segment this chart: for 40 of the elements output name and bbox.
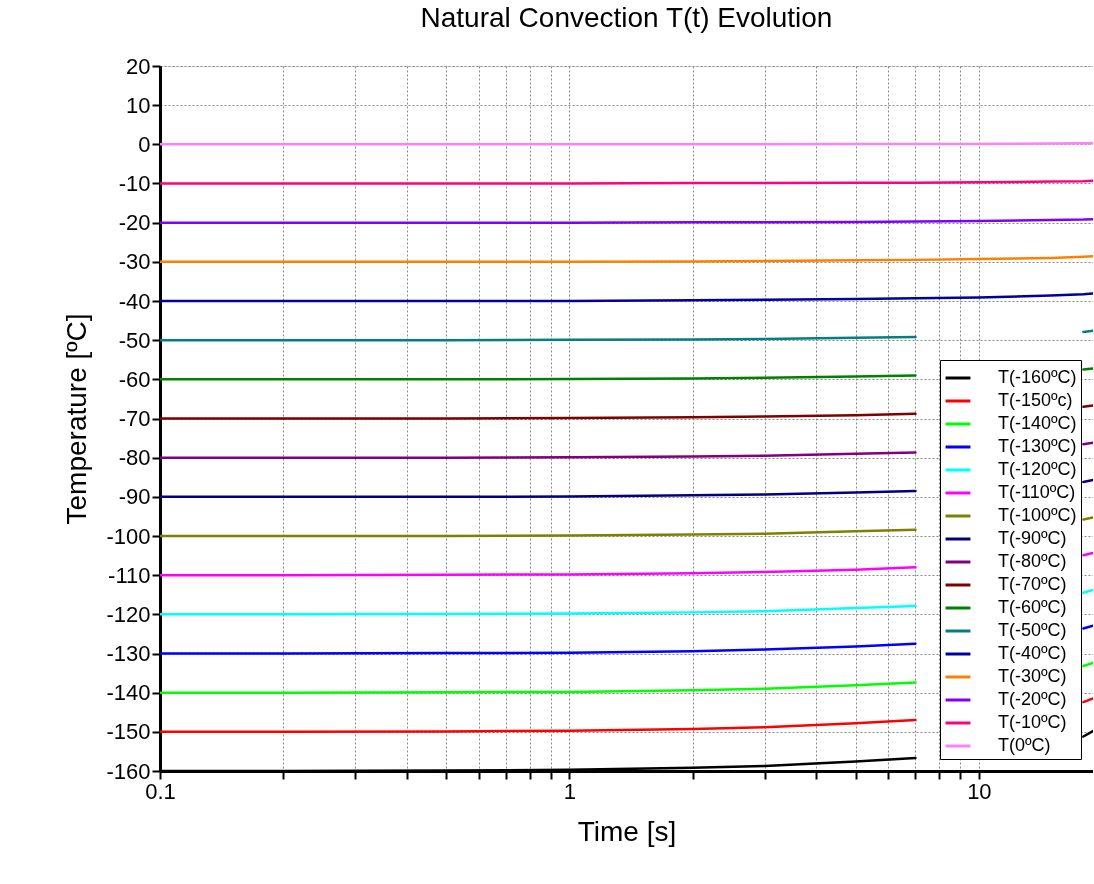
chart-title: Natural Convection T(t) Evolution	[420, 2, 833, 33]
y-tick-label: -130	[106, 641, 151, 666]
legend-label: T(-100ºC)	[998, 505, 1077, 525]
y-tick-label: -150	[106, 719, 151, 745]
legend-label: T(-120ºC)	[998, 459, 1077, 479]
legend-label: T(-10ºC)	[998, 712, 1067, 732]
legend-label: T(-160ºC)	[998, 367, 1077, 387]
legend-label: T(-40ºC)	[998, 643, 1067, 663]
y-tick-label: -20	[118, 210, 151, 236]
y-tick-label: -50	[118, 327, 151, 353]
y-tick-label: 0	[138, 131, 151, 157]
y-tick-label: -110	[108, 562, 151, 588]
legend-label: T(-20ºC)	[998, 689, 1067, 709]
y-tick-label: -30	[118, 249, 151, 275]
legend-label: T(-90ºC)	[998, 528, 1067, 548]
legend-label: T(-30ºC)	[998, 666, 1067, 686]
legend-label: T(-130ºC)	[998, 436, 1077, 456]
legend-label: T(-150ºc)	[998, 390, 1073, 410]
y-tick-label: -100	[106, 523, 151, 549]
legend-label: T(-60ºC)	[998, 597, 1067, 617]
y-tick-label: -90	[118, 484, 151, 510]
y-tick-label: -40	[118, 288, 151, 314]
x-tick-label: 10	[967, 778, 992, 804]
x-tick-label: 1	[563, 778, 577, 804]
legend-label: T(-110ºC)	[998, 482, 1076, 502]
y-tick-label: -120	[106, 601, 151, 627]
y-tick-label: 10	[126, 92, 151, 118]
y-tick-label: -60	[118, 366, 151, 392]
y-tick-label: -70	[118, 406, 151, 431]
y-tick-label: -10	[118, 171, 151, 196]
y-tick-label: -80	[118, 445, 151, 471]
y-tick-label: -140	[106, 680, 151, 706]
y-tick-label: 20	[126, 53, 151, 79]
legend-label: T(-140ºC)	[998, 413, 1077, 433]
legend-label: T(-80ºC)	[998, 551, 1067, 571]
x-axis-title: Time [s]	[577, 815, 677, 847]
y-axis-title: Temperature [ºC]	[61, 313, 93, 525]
legend-label: T(-50ºC)	[998, 620, 1067, 640]
legend-label: T(0ºC)	[998, 735, 1051, 755]
legend-label: T(-70ºC)	[998, 574, 1067, 594]
